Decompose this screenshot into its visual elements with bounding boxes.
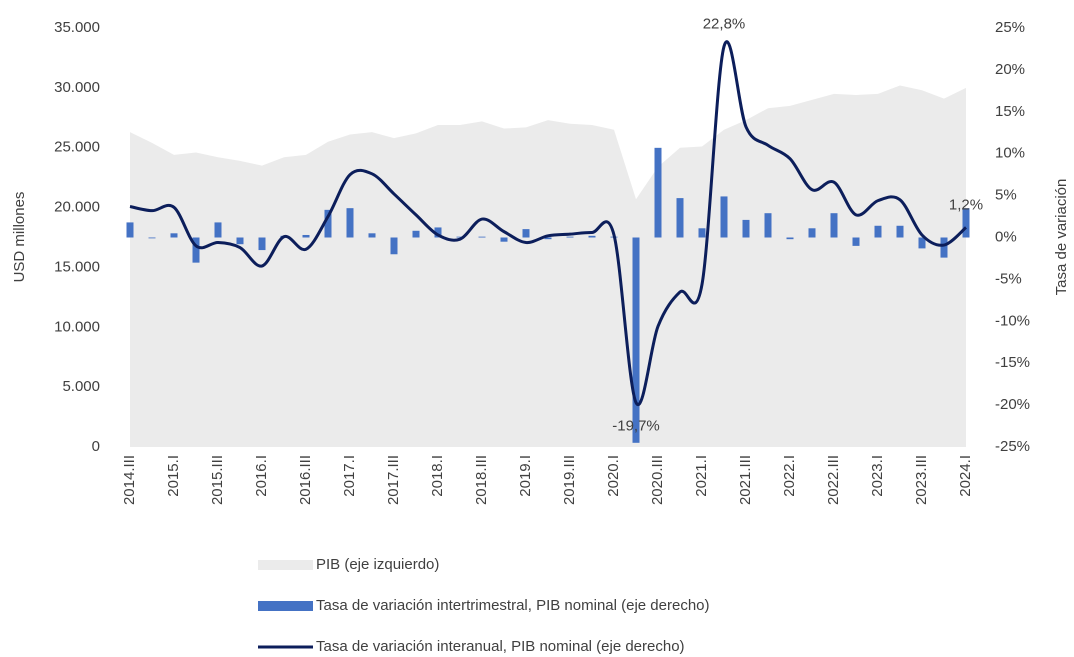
x-tick-label: 2020.III: [649, 455, 666, 505]
x-tick-label: 2017.III: [385, 455, 402, 505]
x-tick-label: 2014.III: [121, 455, 138, 505]
x-tick-label: 2022.I: [781, 455, 798, 497]
x-tick-label: 2020.I: [605, 455, 622, 497]
bar: [390, 237, 398, 255]
x-tick-label: 2019.III: [561, 455, 578, 505]
y-tick-label: 25.000: [54, 139, 100, 156]
bar: [940, 237, 948, 258]
bar: [456, 236, 464, 238]
y-axis-title: USD millones: [11, 192, 28, 283]
y2-tick-label: 0%: [995, 228, 1017, 245]
x-tick-label: 2019.I: [517, 455, 534, 497]
x-tick-label: 2024.I: [957, 455, 974, 497]
bar: [764, 213, 772, 238]
bar: [852, 237, 860, 246]
y2-tick-label: -25%: [995, 438, 1030, 455]
x-tick-label: 2016.I: [253, 455, 270, 497]
bar: [676, 198, 684, 238]
bar: [654, 147, 662, 238]
bar: [786, 237, 794, 240]
y2-tick-label: -20%: [995, 396, 1030, 413]
legend-label: Tasa de variación interanual, PIB nomina…: [316, 638, 685, 655]
y-tick-label: 30.000: [54, 79, 100, 96]
line: [129, 40, 967, 407]
legend-swatch: [258, 560, 313, 570]
bar: [412, 230, 420, 238]
x-tick-label: 2022.III: [825, 455, 842, 505]
bar: [698, 228, 706, 238]
bar: [896, 225, 904, 238]
y2-tick-label: 25%: [995, 19, 1025, 36]
x-tick-label: 2015.I: [165, 455, 182, 497]
legend-swatch: [258, 601, 313, 611]
bar: [368, 233, 376, 238]
x-tick-label: 2023.III: [913, 455, 930, 505]
bar: [544, 237, 552, 240]
bar: [302, 234, 310, 238]
y-tick-label: 5.000: [62, 378, 100, 395]
bar: [632, 237, 640, 443]
bar: [566, 236, 574, 238]
bar: [170, 233, 178, 238]
bar: [962, 208, 970, 238]
x-tick-label: 2016.III: [297, 455, 314, 505]
x-tick-label: 2017.I: [341, 455, 358, 497]
bar: [126, 222, 134, 238]
bar: [148, 237, 156, 239]
bar: [236, 237, 244, 245]
y2-axis-title: Tasa de variación: [1053, 179, 1070, 296]
bar: [500, 237, 508, 242]
x-tick-label: 2023.I: [869, 455, 886, 497]
bar: [192, 237, 200, 263]
bar: [346, 208, 354, 238]
bar: [214, 222, 222, 238]
x-tick-label: 2018.I: [429, 455, 446, 497]
legend-label: PIB (eje izquierdo): [316, 556, 439, 573]
y2-tick-label: -10%: [995, 312, 1030, 329]
bar: [830, 213, 838, 238]
bar: [588, 235, 596, 238]
y-tick-label: 0: [92, 438, 100, 455]
x-tick-label: 2018.III: [473, 455, 490, 505]
bar: [720, 196, 728, 238]
data-label: 22,8%: [703, 15, 746, 32]
y-tick-label: 10.000: [54, 318, 100, 335]
bar: [808, 228, 816, 238]
bar: [522, 229, 530, 238]
y-tick-label: 35.000: [54, 19, 100, 36]
y-tick-label: 15.000: [54, 258, 100, 275]
bar: [434, 227, 442, 238]
x-tick-label: 2021.I: [693, 455, 710, 497]
y-tick-label: 20.000: [54, 199, 100, 216]
bar: [742, 219, 750, 238]
x-tick-label: 2021.III: [737, 455, 754, 505]
bar: [258, 237, 266, 251]
y2-tick-label: 15%: [995, 103, 1025, 120]
data-label: 1,2%: [949, 196, 983, 213]
y2-tick-label: 20%: [995, 61, 1025, 78]
y2-tick-label: -15%: [995, 354, 1030, 371]
y2-tick-label: 5%: [995, 187, 1017, 204]
area: [130, 85, 966, 447]
x-tick-label: 2015.III: [209, 455, 226, 505]
y2-tick-label: -5%: [995, 270, 1022, 287]
y2-tick-label: 10%: [995, 145, 1025, 162]
data-label: -19,7%: [612, 418, 660, 435]
bar: [324, 209, 332, 238]
bar: [874, 225, 882, 238]
legend-label: Tasa de variación intertrimestral, PIB n…: [316, 597, 710, 614]
bar: [478, 236, 486, 238]
bar: [918, 237, 926, 249]
